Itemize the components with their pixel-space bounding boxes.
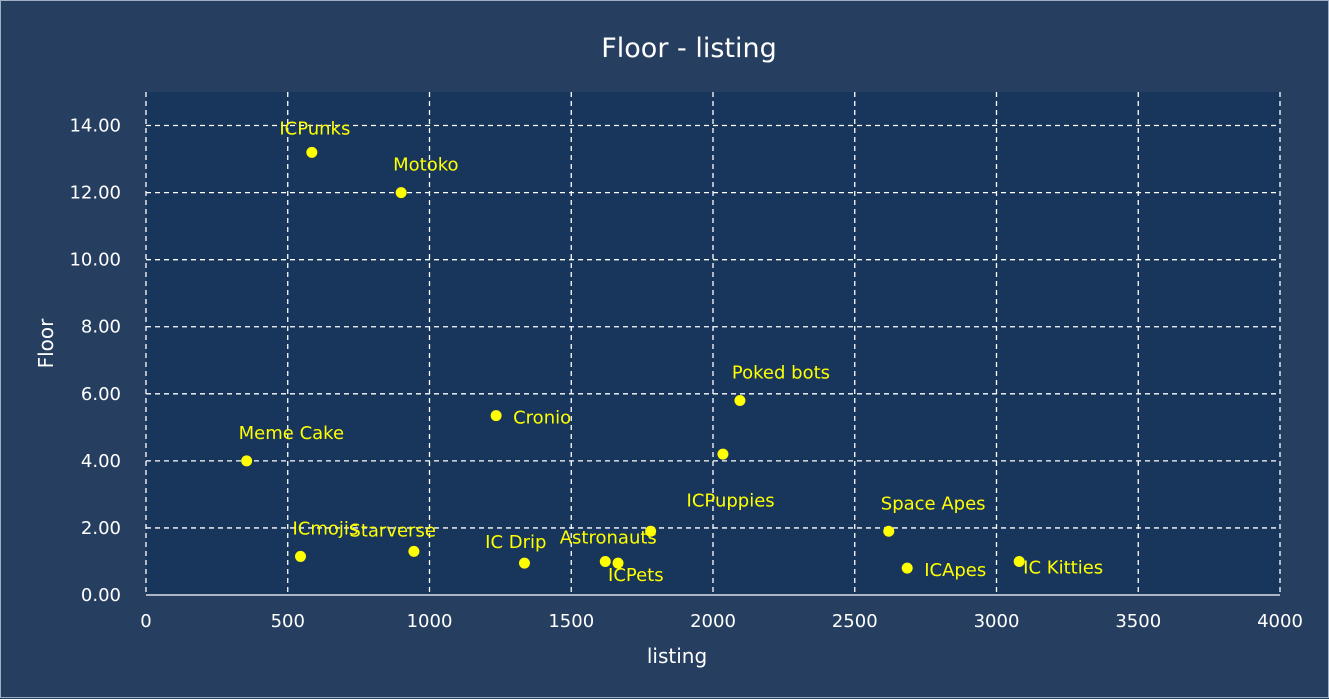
point-label: Space Apes — [881, 493, 986, 514]
data-point — [717, 448, 729, 460]
data-point — [241, 455, 253, 467]
y-tick-label: 2.00 — [81, 518, 121, 539]
point-label: Motoko — [393, 155, 458, 176]
point-label: ICmojis — [293, 518, 359, 539]
point-label: ICApes — [924, 560, 986, 581]
point-label: Poked bots — [732, 363, 830, 384]
y-tick-label: 0.00 — [81, 585, 121, 606]
data-point — [1013, 555, 1025, 567]
x-tick-label: 2000 — [690, 611, 736, 632]
point-label: ICPunks — [279, 118, 350, 139]
chart-title: Floor - listing — [601, 33, 777, 64]
point-label: ICPuppies — [687, 490, 775, 511]
data-point — [901, 562, 913, 574]
data-point — [295, 550, 307, 562]
x-tick-label: 2500 — [832, 611, 878, 632]
x-tick-label: 4000 — [1257, 611, 1303, 632]
x-tick-label: 1500 — [548, 611, 594, 632]
data-point — [645, 525, 657, 537]
data-point — [612, 557, 624, 569]
x-tick-label: 0 — [140, 611, 151, 632]
x-tick-label: 3500 — [1115, 611, 1161, 632]
data-point — [599, 555, 611, 567]
data-point — [306, 146, 318, 158]
x-tick-label: 3000 — [974, 611, 1020, 632]
x-tick-label: 500 — [271, 611, 305, 632]
y-tick-label: 14.00 — [69, 116, 121, 137]
y-tick-label: 6.00 — [81, 384, 121, 405]
point-label: Meme Cake — [239, 423, 344, 444]
y-tick-label: 12.00 — [69, 183, 121, 204]
point-label: IC Drip — [485, 532, 546, 553]
y-tick-label: 10.00 — [69, 250, 121, 271]
point-label: Starverse — [349, 520, 436, 541]
point-label: IC Kitties — [1023, 557, 1103, 578]
y-tick-label: 8.00 — [81, 317, 121, 338]
point-label: Cronio — [513, 408, 571, 429]
x-axis-label: listing — [647, 644, 707, 668]
data-point — [883, 525, 895, 537]
y-axis-label: Floor — [34, 318, 58, 369]
x-tick-label: 1000 — [407, 611, 453, 632]
data-point — [518, 557, 530, 569]
data-point — [395, 187, 407, 199]
point-label: ICPets — [608, 565, 664, 586]
data-point — [408, 545, 420, 557]
data-point — [490, 410, 502, 422]
y-tick-label: 4.00 — [81, 451, 121, 472]
point-label: Astronauts — [560, 527, 657, 548]
data-point — [734, 395, 746, 407]
